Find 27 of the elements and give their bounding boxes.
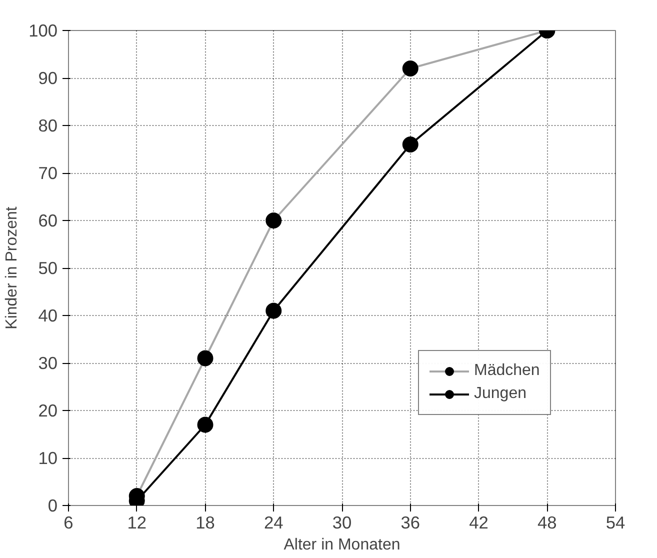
x-tick-label: 6 bbox=[64, 512, 74, 532]
x-tick-label: 30 bbox=[332, 512, 352, 532]
y-tick-label: 10 bbox=[38, 448, 58, 468]
x-tick-label: 36 bbox=[400, 512, 420, 532]
y-tick-label: 70 bbox=[38, 163, 58, 183]
y-tick-label: 30 bbox=[38, 353, 58, 373]
y-tick-label: 0 bbox=[48, 496, 58, 516]
legend-label: Jungen bbox=[474, 385, 526, 403]
y-axis-title: Kinder in Prozent bbox=[4, 206, 21, 330]
x-tick-label: 54 bbox=[606, 512, 626, 532]
point bbox=[402, 136, 418, 152]
point bbox=[266, 302, 282, 319]
y-tick-label: 90 bbox=[38, 68, 58, 88]
x-tick-label: 48 bbox=[537, 512, 557, 532]
x-tick-label: 12 bbox=[127, 512, 147, 532]
y-tick-label: 80 bbox=[38, 116, 58, 136]
legend-label: Mädchen bbox=[474, 362, 540, 380]
x-tick-label: 24 bbox=[264, 512, 284, 532]
x-tick-label: 42 bbox=[469, 512, 488, 532]
y-tick-label: 20 bbox=[38, 400, 58, 420]
x-axis-title: Alter in Monaten bbox=[284, 536, 400, 554]
y-tick-label: 100 bbox=[28, 20, 58, 40]
x-tick-label: 18 bbox=[196, 512, 215, 532]
y-tick-label: 40 bbox=[38, 306, 58, 326]
y-tick-label: 50 bbox=[38, 258, 58, 278]
y-tick-label: 60 bbox=[38, 210, 58, 230]
point bbox=[197, 416, 214, 433]
